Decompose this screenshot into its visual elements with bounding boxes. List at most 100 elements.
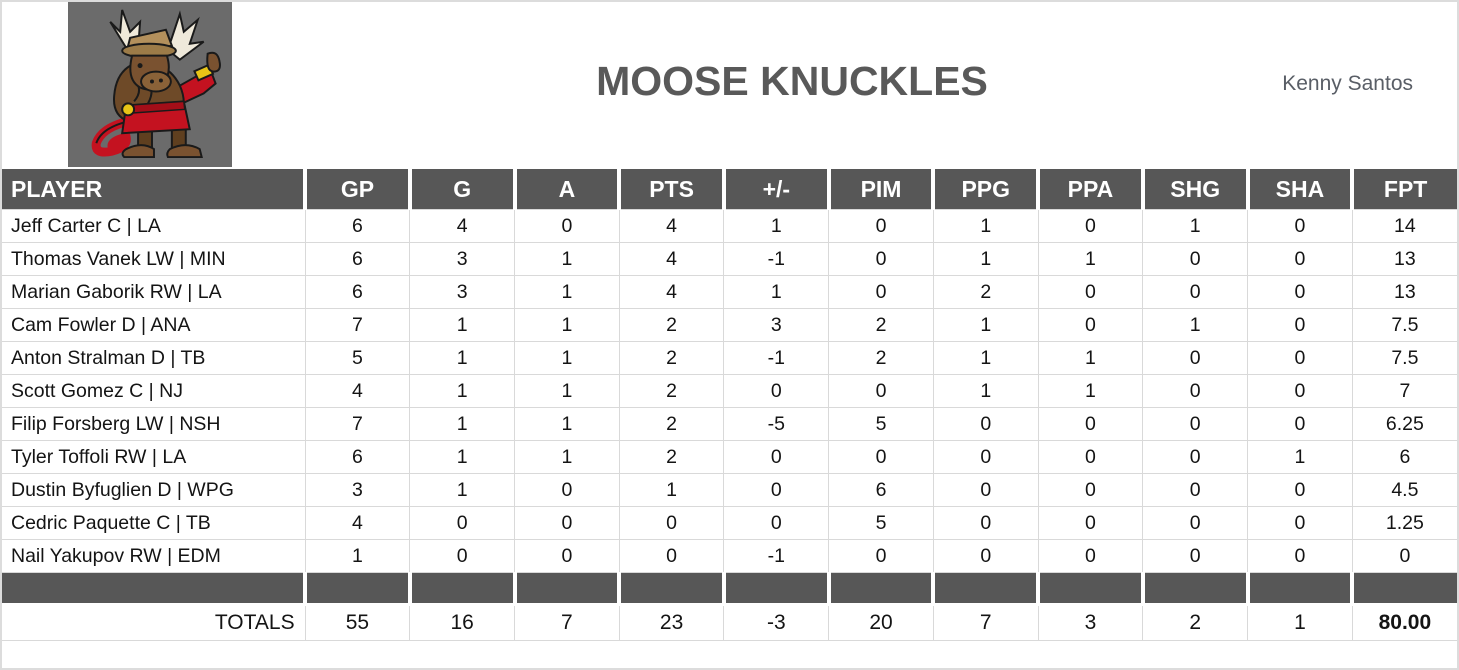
stat-cell: 6 <box>304 209 410 243</box>
stat-cell: 1 <box>409 440 515 474</box>
stat-cell: 3 <box>723 308 829 342</box>
player-name-cell: Dustin Byfuglien D | WPG <box>2 473 306 507</box>
stat-cell: 4 <box>618 275 724 309</box>
player-name-cell: Thomas Vanek LW | MIN <box>2 242 306 276</box>
stat-cell: 0 <box>932 506 1039 540</box>
stat-cell: 1 <box>1142 209 1248 243</box>
stat-cell: 2 <box>618 341 724 375</box>
stat-cell: 2 <box>618 374 724 408</box>
stat-cell: 5 <box>304 341 410 375</box>
stat-cell: 1 <box>1142 308 1248 342</box>
player-name-cell: Marian Gaborik RW | LA <box>2 275 306 309</box>
stat-cell: 0 <box>932 440 1039 474</box>
stat-cell: 7.5 <box>1351 341 1457 375</box>
total-stat-cell: 55 <box>304 604 410 641</box>
stat-cell: 0 <box>618 506 724 540</box>
stat-cell: 1 <box>723 209 829 243</box>
page-title: MOOSE KNUCKLES <box>596 58 988 104</box>
player-name-cell: Jeff Carter C | LA <box>2 209 306 243</box>
stat-cell: 0 <box>1037 308 1143 342</box>
stat-cell: 1 <box>618 473 724 507</box>
stat-cell: 4 <box>618 242 724 276</box>
stat-cell: 0 <box>1142 341 1248 375</box>
stat-cell: 2 <box>828 341 934 375</box>
stat-cell: 1 <box>514 242 620 276</box>
stat-cell: -1 <box>723 341 829 375</box>
stat-cell: 0 <box>618 539 724 573</box>
table-row: Scott Gomez C | NJ 4 1 1 2 0 0 1 1 0 0 7 <box>2 374 1457 408</box>
table-row: Cedric Paquette C | TB 4 0 0 0 0 5 0 0 0 0 1.25 <box>2 506 1457 540</box>
stat-cell: 0 <box>1247 473 1353 507</box>
column-header: PPG <box>931 169 1039 210</box>
stat-cell: 13 <box>1351 242 1457 276</box>
stat-cell: 0 <box>1142 374 1248 408</box>
table-row: Thomas Vanek LW | MIN 6 3 1 4 -1 0 1 1 0 0 13 <box>2 242 1457 276</box>
stat-cell: 0 <box>409 506 515 540</box>
player-name-cell: Anton Stralman D | TB <box>2 341 306 375</box>
table-row: Anton Stralman D | TB 5 1 1 2 -1 2 1 1 0 0 7.5 <box>2 341 1457 375</box>
total-stat-cell: -3 <box>723 604 829 641</box>
column-header: G <box>407 169 515 210</box>
stat-cell: 0 <box>1142 242 1248 276</box>
stat-cell: 6 <box>304 242 410 276</box>
stat-cell: 1 <box>409 308 515 342</box>
stat-cell: 3 <box>409 242 515 276</box>
player-name-cell: Tyler Toffoli RW | LA <box>2 440 306 474</box>
separator-cell <box>931 572 1039 606</box>
separator-cell <box>2 572 306 606</box>
separator-cell <box>1245 572 1353 606</box>
stat-cell: 0 <box>1247 407 1353 441</box>
stat-cell: 7.5 <box>1351 308 1457 342</box>
separator-cell <box>1036 572 1143 606</box>
stat-cell: 0 <box>1037 506 1143 540</box>
separator-cell <box>1350 572 1457 606</box>
stat-cell: 0 <box>1247 506 1353 540</box>
column-header: SHG <box>1140 169 1248 210</box>
stat-cell: 0 <box>1142 473 1248 507</box>
stat-cell: 0 <box>514 539 620 573</box>
stat-cell: 1 <box>304 539 410 573</box>
stat-cell: 0 <box>1142 407 1248 441</box>
column-header: SHA <box>1245 169 1353 210</box>
stat-cell: 0 <box>514 506 620 540</box>
moose-mascot-icon <box>68 2 232 167</box>
stat-cell: 0 <box>828 539 934 573</box>
stat-cell: 6 <box>1351 440 1457 474</box>
stat-cell: 5 <box>828 407 934 441</box>
stat-cell: 0 <box>1142 506 1248 540</box>
stat-cell: 0 <box>1037 407 1143 441</box>
table-row: Cam Fowler D | ANA 7 1 1 2 3 2 1 0 1 0 7.5 <box>2 308 1457 342</box>
separator-cell <box>721 572 829 606</box>
column-header: GP <box>303 169 410 210</box>
stat-cell: 0 <box>932 539 1039 573</box>
stat-cell: 0 <box>1247 341 1353 375</box>
stat-cell: 5 <box>828 506 934 540</box>
stat-cell: 4 <box>304 506 410 540</box>
stat-cell: 0 <box>723 440 829 474</box>
stat-cell: 0 <box>723 473 829 507</box>
stat-cell: 0 <box>1247 374 1353 408</box>
stat-cell: -1 <box>723 242 829 276</box>
separator-cell <box>407 572 515 606</box>
stats-table: PLAYER GP G A PTS +/- PIM PPG PPA SHG SHA FPT Jeff … <box>2 169 1457 641</box>
stat-cell: 1 <box>409 374 515 408</box>
total-stat-cell: 23 <box>618 604 724 641</box>
stat-cell: 1 <box>514 341 620 375</box>
stat-cell: 1 <box>932 242 1039 276</box>
player-name-cell: Scott Gomez C | NJ <box>2 374 306 408</box>
stat-cell: 6 <box>304 440 410 474</box>
separator-row <box>2 572 1457 606</box>
column-header: FPT <box>1350 169 1457 210</box>
stat-cell: 1 <box>932 374 1039 408</box>
stat-cell: 3 <box>409 275 515 309</box>
stat-cell: 0 <box>828 209 934 243</box>
stat-cell: 3 <box>304 473 410 507</box>
stat-cell: 0 <box>1037 275 1143 309</box>
stat-cell: 1 <box>514 407 620 441</box>
stat-cell: 6.25 <box>1351 407 1457 441</box>
stat-cell: 0 <box>723 374 829 408</box>
separator-cell <box>826 572 934 606</box>
stat-cell: 1 <box>514 275 620 309</box>
column-header: PTS <box>617 169 724 210</box>
stat-cell: 1.25 <box>1351 506 1457 540</box>
